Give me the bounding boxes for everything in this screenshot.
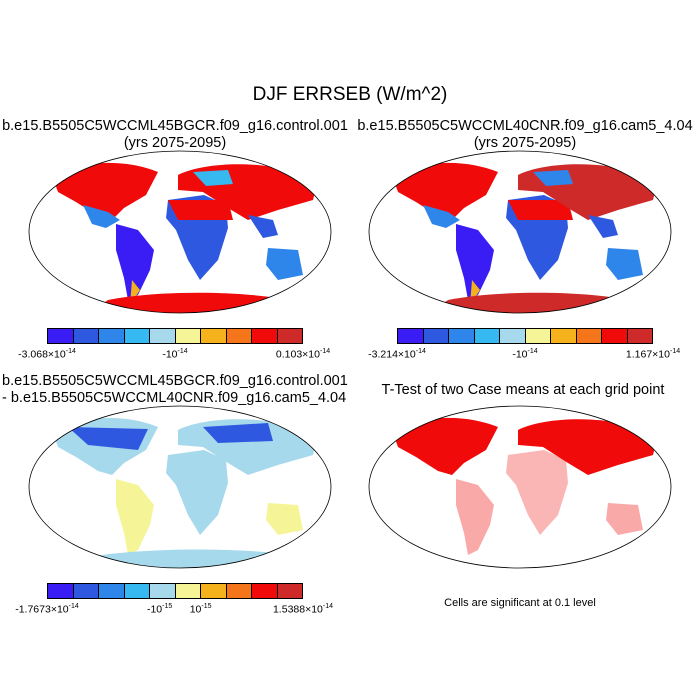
panel-title-line: b.e15.B5505C5WCCML45BGCR.f09_g16.control…	[2, 373, 348, 389]
colorbar-swatch	[474, 329, 500, 343]
colorbar-tick-label: -3.068×10-14	[18, 348, 76, 361]
colorbar-swatches	[47, 583, 303, 599]
colorbar-tick-label: 1.5388×10-14	[272, 603, 334, 616]
colorbar-swatch	[124, 584, 150, 598]
colorbar-swatch	[252, 329, 278, 343]
colorbar-swatch	[277, 329, 302, 343]
colorbar-swatch	[226, 329, 252, 343]
panel-title-diff: b.e15.B5505C5WCCML45BGCR.f09_g16.control…	[2, 373, 350, 407]
colorbar-swatch	[99, 584, 125, 598]
colorbar-swatch	[252, 584, 278, 598]
colorbar-swatch	[226, 584, 252, 598]
colorbar-swatch	[73, 584, 99, 598]
map-ttest-svg	[368, 405, 672, 569]
colorbar-swatch	[150, 329, 176, 343]
colorbar-swatch	[201, 584, 227, 598]
map-panel-case1	[28, 150, 332, 314]
colorbar-swatch	[500, 329, 526, 343]
colorbar-swatch	[124, 329, 150, 343]
colorbar-swatch	[576, 329, 602, 343]
panel-title-ttest: T-Test of two Case means at each grid po…	[358, 382, 688, 399]
colorbar-swatch	[99, 329, 125, 343]
colorbar-swatch	[602, 329, 628, 343]
colorbar-swatch	[423, 329, 449, 343]
colorbar-swatch	[175, 329, 201, 343]
panel-title-line: b.e15.B5505C5WCCML45BGCR.f09_g16.control…	[2, 118, 348, 134]
map-case1-svg	[28, 150, 332, 314]
ttest-note: Cells are significant at 0.1 level	[444, 597, 596, 609]
figure-title: DJF ERRSEB (W/m^2)	[252, 84, 448, 105]
colorbar-swatch	[449, 329, 475, 343]
colorbar-swatch	[551, 329, 577, 343]
colorbar-tick-label: -3.214×10-14	[368, 348, 426, 361]
colorbar-swatch	[48, 584, 74, 598]
panel-title-line: b.e15.B5505C5WCCML40CNR.f09_g16.cam5_4.0…	[357, 118, 693, 134]
panel-title-line: (yrs 2075-2095)	[123, 135, 227, 151]
panel-title-case2: b.e15.B5505C5WCCML40CNR.f09_g16.cam5_4.0…	[350, 118, 700, 152]
colorbar-swatch	[277, 584, 302, 598]
colorbar-swatches	[47, 328, 303, 344]
colorbar-swatch	[627, 329, 652, 343]
map-case2-svg	[368, 150, 672, 314]
colorbar-tick-label: -10-14	[512, 348, 538, 361]
colorbar-tick-label: 1.167×10-14	[625, 348, 681, 361]
colorbar-tick-label: -10-14	[162, 348, 188, 361]
colorbar-swatch	[201, 329, 227, 343]
colorbar-swatch	[150, 584, 176, 598]
colorbar-tick-label: 10-15	[189, 603, 212, 616]
colorbar-swatch	[398, 329, 424, 343]
panel-title-line: - b.e15.B5505C5WCCML40CNR.f09_g16.cam5_4…	[2, 390, 347, 406]
colorbar-swatches	[397, 328, 653, 344]
map-panel-case2	[368, 150, 672, 314]
colorbar-tick-label: -10-15	[146, 603, 173, 616]
map-panel-diff	[28, 405, 332, 569]
colorbar-swatch	[73, 329, 99, 343]
map-panel-ttest	[368, 405, 672, 569]
colorbar-case2: -3.214×10-14 -10-14 1.167×10-14	[368, 328, 680, 361]
colorbar-swatch	[525, 329, 551, 343]
colorbar-tick-label: 0.103×10-14	[275, 348, 331, 361]
colorbar-tick-label: -1.7673×10-14	[15, 603, 79, 616]
panel-title-case1: b.e15.B5505C5WCCML45BGCR.f09_g16.control…	[0, 118, 350, 152]
colorbar-swatch	[175, 584, 201, 598]
colorbar-swatch	[48, 329, 74, 343]
panel-title-line: (yrs 2075-2095)	[473, 135, 577, 151]
panel-title-line: T-Test of two Case means at each grid po…	[381, 382, 665, 398]
map-diff-svg	[28, 405, 332, 569]
colorbar-diff: -1.7673×10-14 -10-15 10-15 1.5388×10-14	[15, 583, 333, 616]
colorbar-case1: -3.068×10-14 -10-14 0.103×10-14	[18, 328, 330, 361]
